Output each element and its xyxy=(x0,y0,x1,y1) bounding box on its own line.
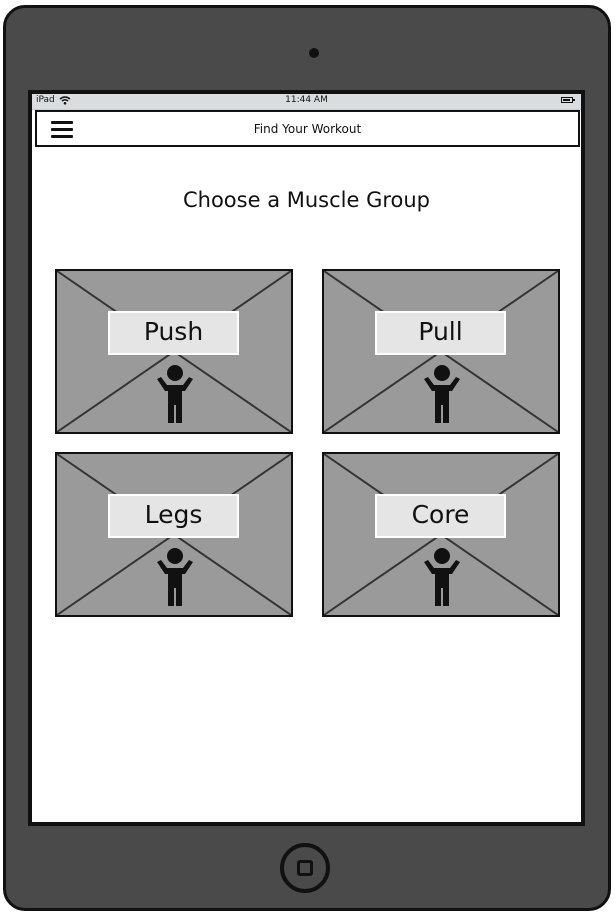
person-icon xyxy=(424,365,460,423)
screen: iPad 11:44 AM Find Your Workout Choose a… xyxy=(28,90,585,826)
tile-pull[interactable]: Pull xyxy=(322,269,560,434)
tile-label: Push xyxy=(108,311,239,355)
person-icon xyxy=(424,548,460,606)
nav-title: Find Your Workout xyxy=(253,122,362,136)
hamburger-menu-icon[interactable] xyxy=(51,121,73,138)
wifi-icon xyxy=(59,95,71,105)
home-button[interactable] xyxy=(280,843,330,893)
camera-icon xyxy=(309,48,319,58)
tile-label: Legs xyxy=(108,494,239,538)
tile-label: Core xyxy=(375,494,506,538)
tile-label: Pull xyxy=(375,311,506,355)
status-time: 11:44 AM xyxy=(285,95,328,105)
person-icon xyxy=(157,548,193,606)
tile-legs[interactable]: Legs xyxy=(55,452,293,617)
nav-bar: Find Your Workout xyxy=(35,110,580,147)
status-bar: iPad 11:44 AM xyxy=(32,94,581,110)
tile-core[interactable]: Core xyxy=(322,452,560,617)
person-icon xyxy=(157,365,193,423)
battery-icon xyxy=(561,97,575,103)
tile-push[interactable]: Push xyxy=(55,269,293,434)
status-left: iPad xyxy=(36,95,71,105)
page-title: Choose a Muscle Group xyxy=(182,188,431,212)
device-label: iPad xyxy=(36,95,55,105)
